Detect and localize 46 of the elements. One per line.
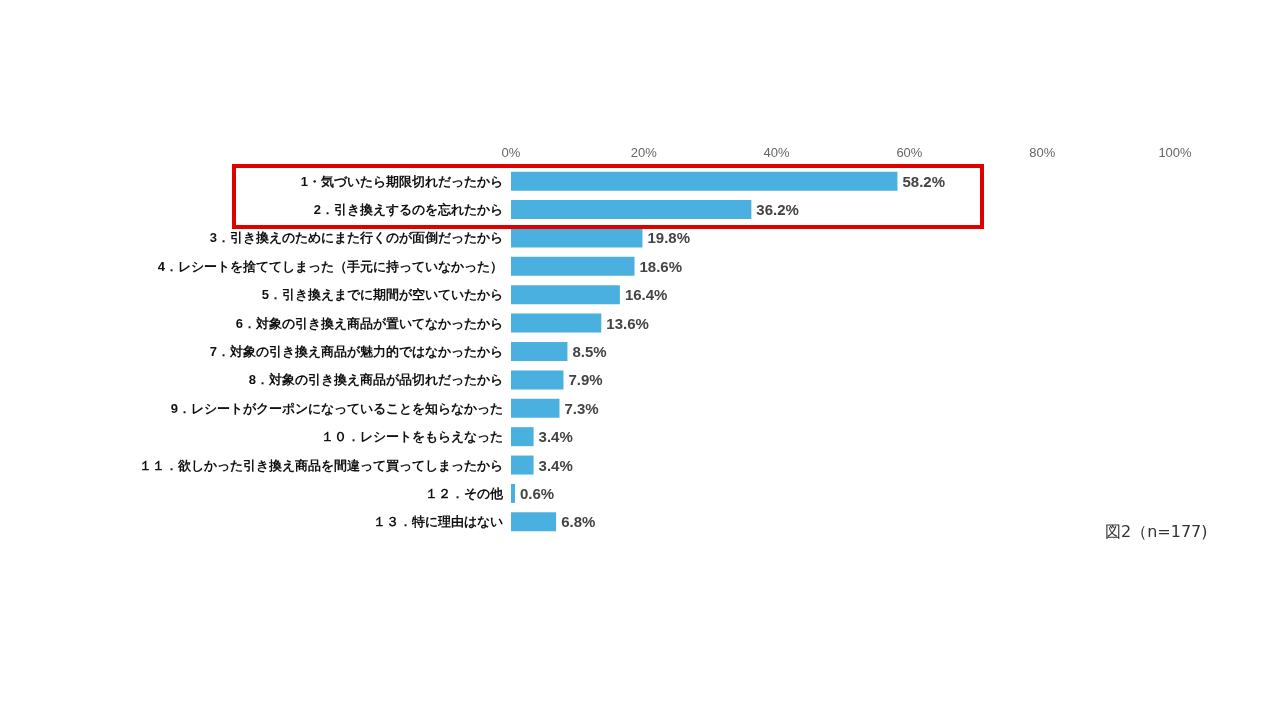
bar	[511, 171, 898, 191]
y-tick-label: １０．レシートをもらえなった	[321, 429, 503, 445]
bar	[511, 342, 568, 361]
data-label: 58.2%	[902, 172, 945, 190]
bar	[511, 200, 752, 220]
y-tick-label: 7．対象の引き換え商品が魅力的ではなかったから	[209, 344, 503, 359]
data-label: 0.6%	[519, 484, 555, 502]
data-label: 7.3%	[564, 399, 599, 417]
y-tick-label: 8．対象の引き換え商品が品切れだったから	[248, 372, 503, 388]
y-tick-label: 2．引き換えするのを忘れたから	[313, 202, 503, 218]
y-tick-label: １２．その他	[425, 485, 504, 501]
annotation: 図2（n=177)	[1105, 522, 1208, 543]
y-tick-label: 5．引き換えまでに期間が空いていたから	[261, 287, 503, 303]
y-tick-label: 6．対象の引き換え商品が置いてなかったから	[235, 315, 503, 331]
bar	[511, 285, 620, 305]
bar	[511, 512, 557, 532]
data-label: 19.8%	[647, 229, 691, 247]
y-tick-label: 3．引き換えのためにまた行くのが面倒だったから	[209, 230, 503, 246]
x-tick-label: 40%	[763, 145, 791, 160]
x-tick-label: 60%	[896, 145, 923, 160]
data-label: 6.8%	[561, 513, 596, 531]
data-label: 36.2%	[756, 201, 799, 219]
bar	[511, 313, 602, 333]
y-tick-label: １３．特に理由はない	[373, 514, 503, 530]
x-tick-label: 0%	[501, 145, 521, 160]
x-tick-label: 20%	[630, 145, 658, 160]
bar	[511, 228, 643, 248]
data-label: 3.4%	[538, 428, 573, 446]
y-tick-label: 9．レシートがクーポンになっていることを知らなかった	[170, 400, 503, 416]
data-label: 3.4%	[538, 456, 573, 474]
data-label: 8.5%	[572, 343, 607, 360]
x-tick-label: 100%	[1158, 145, 1193, 160]
y-tick-label: １１．欲しかった引き換え商品を間違って買ってしまったから	[139, 457, 503, 473]
bar	[511, 398, 560, 418]
bar	[511, 256, 635, 276]
data-label: 13.6%	[606, 314, 649, 332]
bar	[511, 483, 515, 503]
y-tick-label: 4．レシートを捨ててしまった（手元に持っていなかった）	[157, 258, 503, 274]
data-label: 7.9%	[568, 371, 603, 389]
bar	[511, 455, 534, 475]
x-tick-label: 80%	[1029, 145, 1056, 160]
y-tick-label: 1・気づいたら期限切れだったから	[300, 173, 503, 189]
bar	[511, 370, 564, 390]
data-label: 18.6%	[639, 257, 683, 275]
bar	[511, 427, 534, 447]
data-label: 16.4%	[624, 286, 668, 304]
